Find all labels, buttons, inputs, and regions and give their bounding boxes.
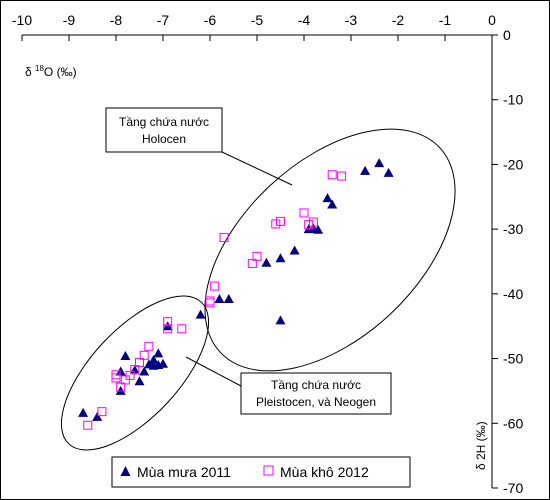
y-tick-label: -20 <box>503 156 523 172</box>
pleistocen-annotation-line2: Pleistocen, và Neogen <box>256 395 376 409</box>
pleistocen-leader-line <box>185 356 242 387</box>
holocen-annotation: Tầng chứa nước Holocen <box>105 107 223 153</box>
data-point-square <box>327 170 337 180</box>
legend: Mùa mưa 2011 Mùa khô 2012 <box>111 456 411 488</box>
legend-box <box>111 456 411 488</box>
data-point-triangle <box>78 407 89 417</box>
y-axis-title: δ 2H (‰) <box>474 421 488 470</box>
data-point-square <box>276 216 285 226</box>
data-point-square <box>252 251 262 261</box>
data-point-square <box>210 281 220 291</box>
data-point-triangle <box>275 315 286 325</box>
data-point-triangle <box>139 366 150 376</box>
data-point-triangle <box>360 165 371 175</box>
data-point-triangle <box>374 158 385 168</box>
data-point-square <box>337 171 347 181</box>
data-point-triangle <box>153 348 164 358</box>
data-point-triangle <box>115 385 126 395</box>
data-point-square <box>125 370 135 380</box>
series-dry-2012 <box>83 170 347 430</box>
data-point-square <box>111 373 121 383</box>
data-point-triangle <box>115 366 126 376</box>
data-point-square <box>139 350 149 360</box>
y-axis-ticks: 0 -10 -20 -30 -40 -50 -60 -70 <box>492 27 523 496</box>
data-point-square <box>83 420 93 430</box>
data-point-triangle <box>148 354 159 364</box>
data-point-triangle <box>148 360 159 370</box>
data-point-square <box>135 357 144 367</box>
data-point-square <box>116 382 126 392</box>
x-tick-label: -4 <box>298 12 311 28</box>
y-tick-label: 0 <box>503 27 511 43</box>
data-point-square <box>163 317 173 327</box>
x-tick-label: -8 <box>110 12 123 28</box>
data-point-triangle <box>120 350 131 360</box>
data-point-triangle <box>195 309 206 319</box>
x-tick-label: -7 <box>157 12 170 28</box>
data-point-square <box>120 375 130 385</box>
series-layer <box>78 158 394 430</box>
data-point-square <box>130 365 140 375</box>
holocen-annotation-line1: Tầng chứa nước <box>119 115 209 129</box>
data-point-triangle <box>223 294 234 304</box>
x-tick-label: 0 <box>488 12 496 28</box>
x-tick-label: -10 <box>12 12 32 28</box>
data-point-square <box>247 258 257 268</box>
x-tick-label: -9 <box>63 12 76 28</box>
x-tick-label: -5 <box>251 12 264 28</box>
y-tick-label: -10 <box>503 92 523 108</box>
data-point-square <box>205 298 215 308</box>
x-axis-title-sup: 18 <box>35 64 44 73</box>
y-tick-label: -30 <box>503 221 523 237</box>
holocen-leader-line <box>221 151 293 186</box>
y-tick-label: -60 <box>503 415 523 431</box>
x-tick-label: -2 <box>392 12 405 28</box>
holocen-annotation-line2: Holocen <box>142 132 186 146</box>
data-point-triangle <box>275 253 286 263</box>
data-point-triangle <box>327 199 338 209</box>
data-point-square <box>97 407 107 417</box>
y-tick-label: -40 <box>503 286 523 302</box>
pleistocen-annotation: Tầng chứa nước Pleistocen, và Neogen <box>240 372 392 415</box>
data-point-square <box>219 233 229 243</box>
holocen-group-ellipse <box>204 128 456 372</box>
data-point-square <box>177 324 187 334</box>
legend-label-dry: Mùa khô 2012 <box>280 464 369 480</box>
data-point-square <box>308 217 318 227</box>
data-point-square <box>299 208 309 218</box>
data-point-triangle <box>322 193 333 203</box>
x-tick-label: -6 <box>204 12 217 28</box>
x-axis-title: δ 18O (‰) <box>25 64 77 79</box>
data-point-square <box>144 341 154 351</box>
x-axis-ticks: -10 -9 -8 -7 -6 -5 -4 -3 -2 -1 0 <box>12 12 496 41</box>
legend-label-rainy: Mùa mưa 2011 <box>137 464 231 480</box>
data-point-triangle <box>92 411 103 421</box>
data-point-triangle <box>383 167 394 177</box>
data-point-square <box>271 219 281 229</box>
data-point-triangle <box>214 294 225 304</box>
data-point-square <box>163 324 173 334</box>
x-tick-label: -3 <box>345 12 358 28</box>
y-tick-label: -70 <box>503 480 523 496</box>
pleistocen-annotation-line1: Tầng chứa nước <box>271 378 361 392</box>
y-tick-label: -50 <box>503 351 523 367</box>
x-tick-label: -1 <box>439 12 452 28</box>
data-point-square <box>304 220 314 230</box>
data-point-triangle <box>261 257 272 267</box>
data-point-triangle <box>129 365 140 375</box>
legend-triangle-marker <box>120 466 131 476</box>
data-point-triangle <box>289 245 300 255</box>
data-point-triangle <box>134 376 145 386</box>
pleistocen-group-ellipse <box>60 295 210 451</box>
series-rainy-2011 <box>78 158 394 421</box>
legend-square-marker <box>263 465 274 476</box>
